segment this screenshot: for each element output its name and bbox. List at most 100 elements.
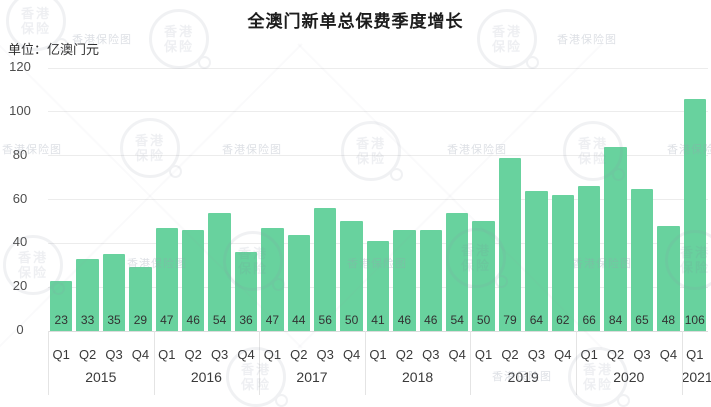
quarter-label: Q4 [448,346,466,362]
bar-value-label: 56 [318,313,332,327]
quarter-label: Q1 [263,346,282,362]
bar: 54 [208,212,231,331]
watermark-text: 香港保险图 [557,34,617,46]
bar-value-label: 54 [212,313,227,327]
year-group-2016: 47 46 54 36 Q1 Q2 Q3 Q4 2016 [153,68,260,395]
year-group-2018: 41 46 46 54 Q1 Q2 Q3 Q4 2018 [364,68,471,395]
y-axis-tick-label: 60 [12,190,28,206]
bar-value-label: 47 [265,313,280,327]
bar: 46 [182,230,205,331]
y-axis-tick-label: 80 [12,146,28,162]
year-label: 2019 [507,369,539,385]
bar: 50 [472,221,495,331]
axis-tick-separator [259,331,261,395]
year-group-2020: 66 84 65 48 Q1 Q2 Q3 Q4 2020 [575,68,682,395]
quarter-label: Q4 [342,346,361,362]
grid-line [48,67,708,69]
chart-title: 全澳门新单总保费季度增长 [247,12,464,31]
axis-tick-separator [681,331,683,395]
bar-value-label: 33 [80,313,95,327]
quarter-label: Q2 [78,346,97,362]
bar-value-label: 36 [239,313,253,327]
grid-line [48,330,708,332]
grid-line [48,111,708,113]
axis-tick-separator [575,331,577,395]
bar: 41 [366,241,390,331]
bar: 84 [604,146,627,331]
quarter-label: Q1 [686,346,704,362]
quarter-label: Q2 [395,346,414,362]
quarter-label: Q4 [659,346,678,362]
bar: 106 [683,98,706,331]
quarter-label: Q1 [158,346,176,362]
grid-line [48,155,708,157]
bar-value-label: 66 [582,313,596,327]
bar-value-label: 65 [635,313,649,327]
bar: 62 [551,195,574,331]
axis-tick-separator [153,331,155,395]
bar-value-label: 50 [476,313,491,327]
grid-line [48,199,708,200]
quarter-label: Q3 [633,346,651,362]
bar: 33 [76,258,99,331]
bar-value-label: 46 [397,313,412,327]
bar-value-label: 79 [503,313,517,327]
bar: 23 [50,280,73,331]
bar: 64 [525,190,548,331]
axis-tick-separator [470,331,472,395]
bar-value-label: 48 [661,313,676,327]
quarter-label: Q2 [501,346,519,362]
bar-value-label: 44 [292,313,306,327]
bar-value-label: 35 [107,313,121,327]
year-group-2015: 23 33 35 29 Q1 Q2 Q3 Q4 2015 [48,68,154,395]
axis-tick-separator [48,331,49,395]
bar-value-label: 23 [54,313,68,327]
bar-value-label: 29 [133,313,148,327]
axis-tick-separator [364,331,366,395]
year-label: 2016 [190,369,222,385]
y-axis-tick-label: 120 [9,59,31,74]
bar-value-label: 47 [160,313,174,327]
bar: 65 [630,188,654,331]
bar: 56 [314,208,337,331]
quarter-label: Q1 [369,346,387,362]
bar: 36 [234,252,258,331]
quarter-label: Q1 [580,346,598,362]
bar-value-label: 46 [186,313,200,327]
quarter-label: Q3 [527,346,546,362]
quarter-label: Q2 [290,346,308,362]
quarter-label: Q2 [606,346,625,362]
year-label: 2017 [296,369,328,385]
bar-value-label: 46 [424,313,438,327]
year-group-2017: 47 44 56 50 Q1 Q2 Q3 Q4 2017 [259,68,365,395]
quarter-label: Q4 [554,346,572,362]
quarter-label: Q4 [237,346,255,362]
quarter-label: Q1 [52,346,70,362]
bar-value-label: 62 [556,313,570,327]
bar-value-label: 50 [344,313,359,327]
year-label: 2020 [613,369,645,385]
quarter-label: Q2 [184,346,202,362]
year-label: 2018 [402,369,434,385]
y-axis-tick-label: 20 [12,278,28,294]
bar: 47 [155,228,178,331]
bar: 29 [129,267,152,331]
bar-groups: 23 33 35 29 Q1 Q2 Q3 Q4 2015 47 46 54 36 Q1 Q2 Q3 Q4 2016… [48,68,711,395]
bar: 35 [102,254,126,331]
bar: 50 [340,221,363,331]
bar-value-label: 84 [608,313,623,327]
year-group-2019: 50 79 64 62 Q1 Q2 Q3 Q4 2019 [470,68,576,395]
bar: 54 [446,212,469,331]
quarter-label: Q3 [210,346,229,362]
y-axis-tick-label: 100 [9,102,31,118]
unit-label: 单位：亿澳门元 [8,42,100,57]
quarter-label: Q4 [131,346,150,362]
y-axis-tick-label: 0 [16,322,24,337]
quarter-label: Q1 [474,346,493,362]
bar-value-label: 41 [371,313,385,327]
quarter-label: Q3 [422,346,440,362]
bar: 48 [657,225,680,331]
year-label: 2015 [85,369,117,385]
quarter-label: Q3 [316,346,334,362]
